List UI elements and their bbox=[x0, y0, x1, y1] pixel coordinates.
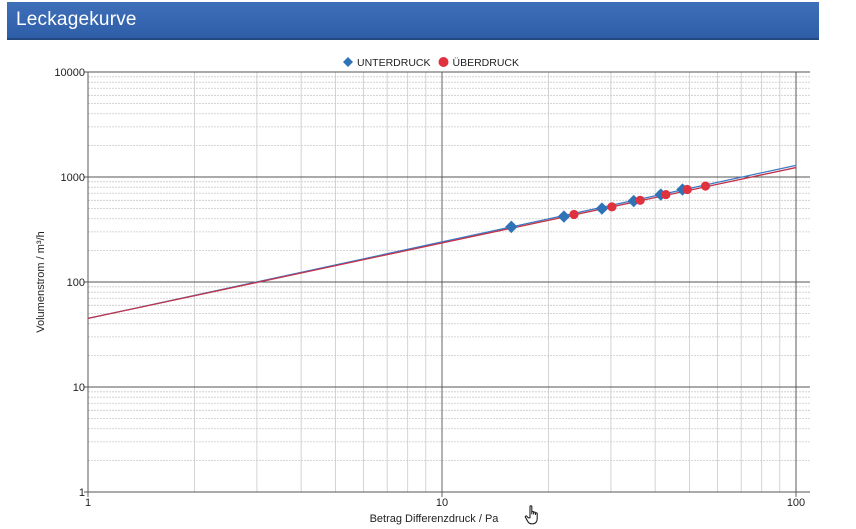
unterdruck-point bbox=[595, 202, 609, 215]
title-bar: Leckagekurve bbox=[7, 2, 819, 40]
fit-line bbox=[87, 166, 797, 320]
y-tick-label: 10000 bbox=[54, 67, 85, 79]
y-tick-label: 1000 bbox=[61, 172, 85, 184]
x-tick-label: 10 bbox=[436, 497, 448, 509]
ueberdruck-point bbox=[607, 202, 617, 212]
x-tick-labels: 1 10 100 bbox=[85, 497, 805, 509]
y-tick-label: 1 bbox=[79, 487, 85, 499]
data-points bbox=[505, 181, 711, 234]
ueberdruck-point bbox=[569, 209, 579, 220]
hand-cursor-icon bbox=[524, 505, 538, 525]
x-tick-label: 100 bbox=[787, 497, 805, 509]
legend-diamond-icon bbox=[343, 57, 353, 67]
ueberdruck-point bbox=[682, 184, 692, 195]
ueberdruck-point bbox=[700, 181, 711, 191]
x-axis-title: Betrag Differenzdruck / Pa bbox=[370, 513, 500, 525]
x-tick-label: 1 bbox=[85, 497, 91, 509]
plot-frame bbox=[87, 71, 797, 493]
legend-label: UNTERDRUCK bbox=[357, 57, 431, 69]
major-grid bbox=[84, 71, 810, 497]
unterdruck-point bbox=[654, 188, 667, 201]
unterdruck-point bbox=[627, 194, 640, 208]
unterdruck-point bbox=[676, 183, 689, 196]
page-title: Leckagekurve bbox=[16, 9, 137, 30]
unterdruck-point bbox=[557, 210, 571, 223]
y-tick-label: 100 bbox=[67, 277, 85, 289]
unterdruck-point bbox=[505, 220, 518, 234]
y-axis-title: Volumenstrom / m³/h bbox=[35, 231, 47, 332]
legend: UNTERDRUCK ÜBERDRUCK bbox=[343, 57, 519, 69]
y-tick-labels: 1 10 100 1000 10000 bbox=[54, 67, 85, 499]
ueberdruck-point bbox=[661, 189, 671, 200]
legend-circle-icon bbox=[438, 57, 449, 67]
ueberdruck-point bbox=[635, 195, 645, 205]
y-tick-label: 10 bbox=[73, 382, 85, 394]
legend-label: ÜBERDRUCK bbox=[453, 57, 520, 69]
